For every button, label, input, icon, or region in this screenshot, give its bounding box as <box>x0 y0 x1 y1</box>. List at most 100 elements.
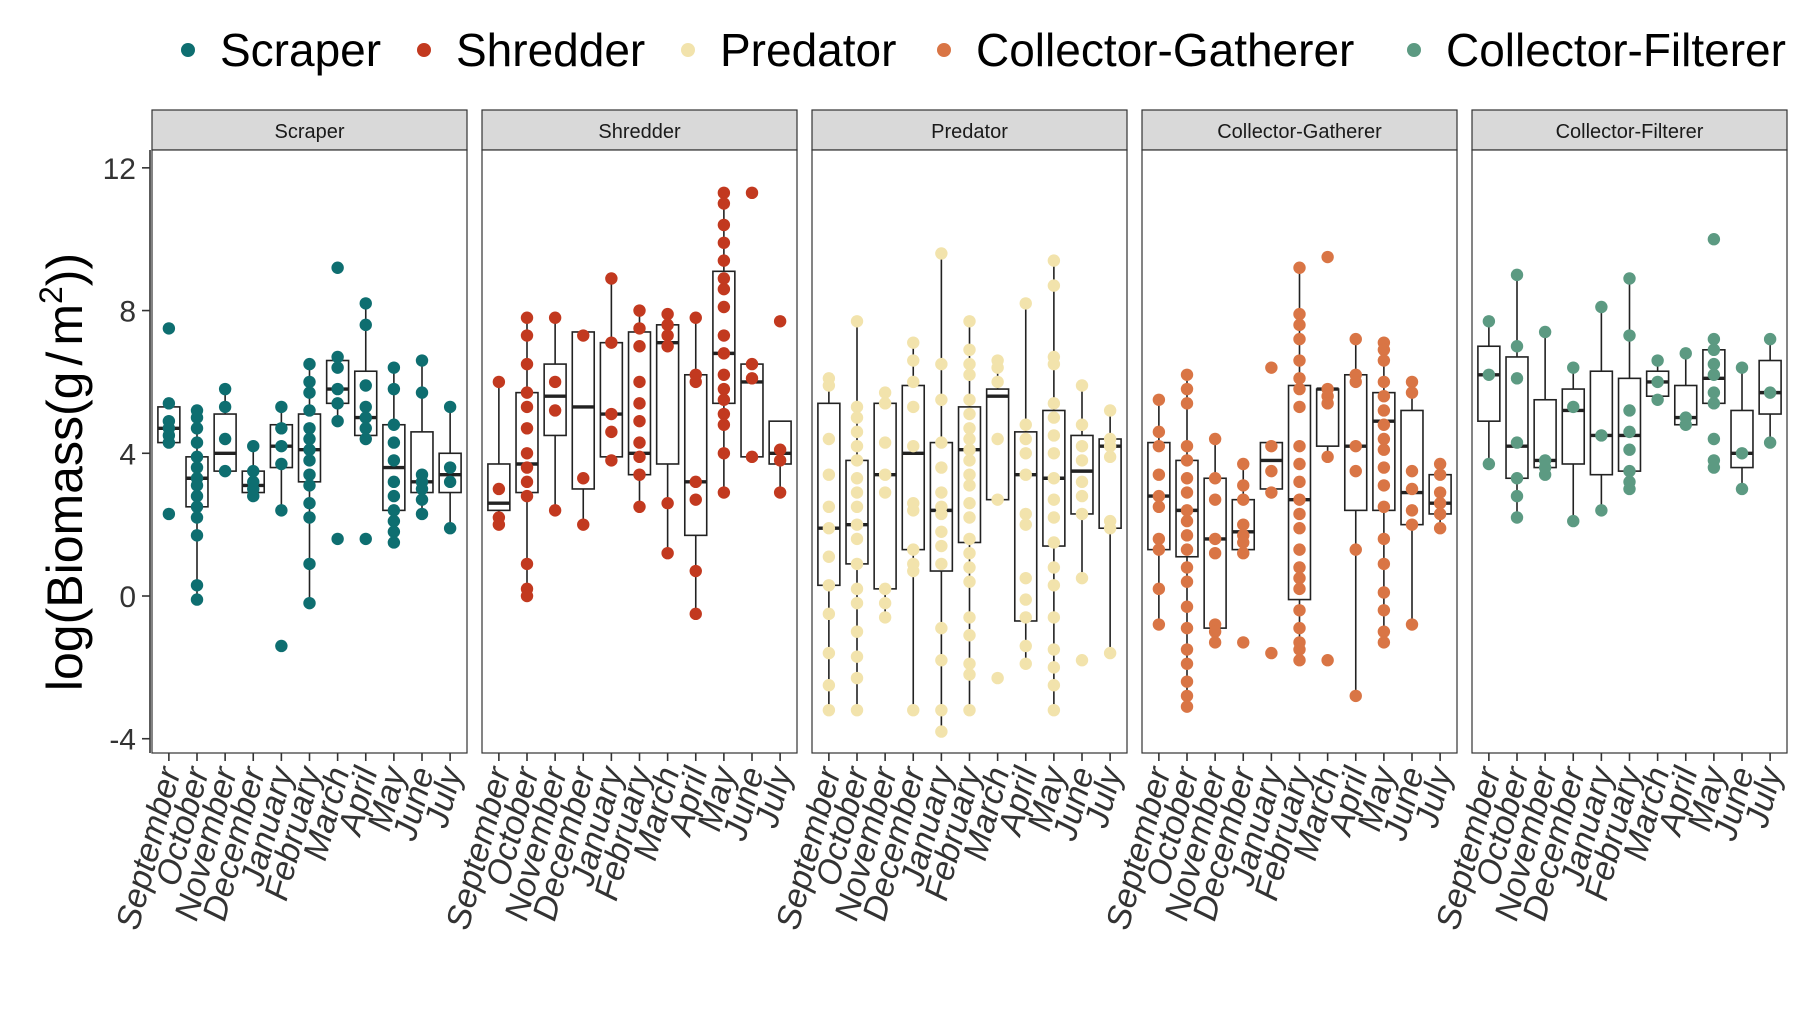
point-predator-june-8 <box>1075 654 1089 667</box>
strip-label-scraper: Scraper <box>274 121 344 143</box>
point-predator-february-3 <box>963 368 976 381</box>
point-shredder-july-3 <box>773 486 787 499</box>
point-shredder-may-3 <box>717 236 731 249</box>
point-shredder-may-0 <box>717 186 731 200</box>
point-predator-september-5 <box>822 522 836 535</box>
point-predator-october-13 <box>850 596 864 610</box>
point-scraper-may-2 <box>387 418 401 431</box>
box-predator-july <box>1098 404 1122 660</box>
point-predator-june-6 <box>1075 507 1089 521</box>
point-predator-october-10 <box>850 532 864 546</box>
point-collector-gatherer-november-6 <box>1208 625 1222 638</box>
point-collector-gatherer-february-12 <box>1293 507 1306 521</box>
y-axis-label-post: )) <box>37 253 93 286</box>
point-collector-gatherer-february-6 <box>1293 382 1306 396</box>
point-collector-gatherer-june-4 <box>1405 504 1419 517</box>
point-collector-filterer-september-0 <box>1482 315 1496 328</box>
point-predator-october-7 <box>850 486 864 499</box>
point-collector-filterer-march-2 <box>1651 393 1664 406</box>
point-scraper-april-2 <box>359 379 372 392</box>
point-shredder-may-8 <box>717 329 731 342</box>
point-predator-december-10 <box>907 703 920 717</box>
point-collector-gatherer-june-6 <box>1405 618 1419 631</box>
box-collector-gatherer-december <box>1231 457 1256 649</box>
box-scraper-june <box>410 354 434 521</box>
point-predator-march-2 <box>991 375 1004 389</box>
point-predator-march-3 <box>991 432 1004 446</box>
box-shredder-february <box>627 304 652 514</box>
point-predator-november-6 <box>878 596 892 610</box>
point-shredder-may-11 <box>717 382 731 396</box>
point-predator-november-4 <box>878 486 892 499</box>
point-collector-gatherer-february-8 <box>1293 439 1306 453</box>
point-scraper-september-0 <box>162 322 176 335</box>
point-scraper-october-12 <box>190 579 204 592</box>
legend-label-shredder: Shredder <box>456 24 645 76</box>
point-predator-may-14 <box>1047 611 1061 624</box>
point-collector-filterer-may-0 <box>1707 233 1721 246</box>
point-collector-filterer-february-7 <box>1623 482 1636 496</box>
box-collector-filterer-april <box>1673 347 1698 431</box>
point-collector-filterer-november-0 <box>1538 325 1552 339</box>
point-scraper-february-7 <box>303 454 316 467</box>
point-predator-december-1 <box>907 354 920 367</box>
point-predator-october-12 <box>850 582 864 596</box>
legend-item-shredder: Shredder <box>417 24 645 76</box>
point-predator-march-5 <box>991 671 1004 685</box>
box-collector-filterer-february <box>1617 272 1642 496</box>
point-predator-november-3 <box>878 468 892 481</box>
point-predator-may-18 <box>1047 703 1061 717</box>
point-collector-filterer-february-0 <box>1623 272 1636 285</box>
point-collector-gatherer-may-3 <box>1377 375 1391 389</box>
box-collector-filterer-september <box>1477 315 1501 471</box>
box-shredder-june <box>740 186 764 464</box>
point-predator-october-14 <box>850 625 864 638</box>
box-predator-september <box>817 372 841 717</box>
point-predator-september-1 <box>822 379 836 392</box>
point-collector-filterer-october-1 <box>1510 340 1524 353</box>
point-predator-february-0 <box>963 315 976 328</box>
point-scraper-february-11 <box>303 511 316 524</box>
point-predator-january-11 <box>935 621 948 635</box>
point-predator-february-14 <box>963 532 976 546</box>
point-scraper-january-1 <box>275 422 288 435</box>
point-predator-november-7 <box>878 611 892 624</box>
point-scraper-january-4 <box>275 504 288 517</box>
point-shredder-february-8 <box>633 468 646 481</box>
point-predator-april-8 <box>1019 593 1032 606</box>
point-scraper-november-2 <box>218 432 232 446</box>
point-shredder-october-4 <box>520 400 534 414</box>
point-predator-june-7 <box>1075 571 1089 585</box>
point-collector-gatherer-july-5 <box>1433 522 1447 535</box>
point-collector-gatherer-december-2 <box>1237 493 1250 506</box>
point-scraper-may-8 <box>387 514 401 528</box>
point-predator-may-6 <box>1047 429 1061 442</box>
point-collector-gatherer-october-9 <box>1180 529 1194 542</box>
box-collector-gatherer-january <box>1259 361 1284 660</box>
point-collector-gatherer-april-3 <box>1349 439 1362 453</box>
point-predator-may-16 <box>1047 661 1061 674</box>
point-predator-september-6 <box>822 550 836 563</box>
point-shredder-may-15 <box>717 447 731 460</box>
point-collector-gatherer-september-3 <box>1152 468 1166 481</box>
point-collector-filterer-july-1 <box>1763 386 1777 399</box>
point-predator-october-2 <box>850 411 864 424</box>
point-collector-gatherer-september-4 <box>1152 489 1166 503</box>
point-collector-gatherer-may-4 <box>1377 389 1391 403</box>
y-tick-label-4: 12 <box>103 153 136 186</box>
point-predator-july-0 <box>1103 404 1117 417</box>
point-predator-april-10 <box>1019 639 1032 653</box>
point-predator-october-0 <box>850 315 864 328</box>
point-predator-february-17 <box>963 575 976 588</box>
box-scraper-september <box>157 322 181 521</box>
box-scraper-march <box>325 261 350 546</box>
point-shredder-may-4 <box>717 254 731 267</box>
legend-item-collector-gatherer: Collector-Gatherer <box>937 24 1354 76</box>
point-scraper-november-3 <box>218 464 232 478</box>
box-predator-october <box>845 315 869 717</box>
box-shredder-december <box>571 329 596 531</box>
point-predator-september-3 <box>822 468 836 481</box>
point-collector-gatherer-april-6 <box>1349 689 1362 703</box>
point-collector-filterer-april-0 <box>1679 347 1692 360</box>
point-scraper-july-1 <box>443 461 457 474</box>
